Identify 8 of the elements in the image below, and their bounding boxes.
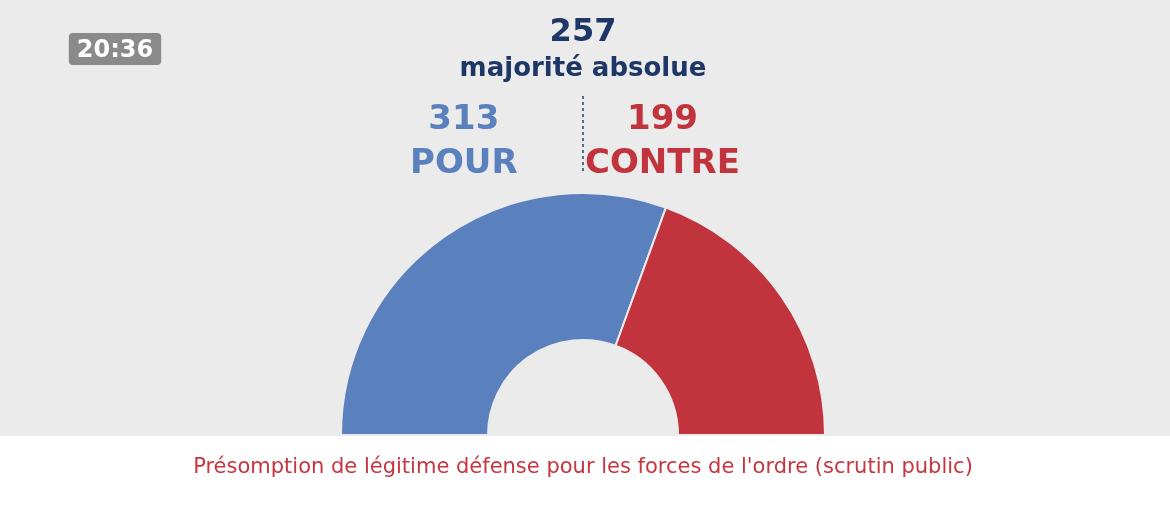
- text: Présomption de légitime défense pour les forces de l'ordre (scrutin public): [193, 453, 973, 478]
- slice-label: CONTRE: [584, 141, 740, 181]
- data-label: 199: [626, 97, 698, 137]
- text: 20:36: [76, 35, 154, 63]
- text: 257: [549, 11, 617, 49]
- data-label: 313: [428, 97, 500, 137]
- text: majorité absolue: [459, 52, 707, 82]
- slice-label: POUR: [409, 141, 518, 181]
